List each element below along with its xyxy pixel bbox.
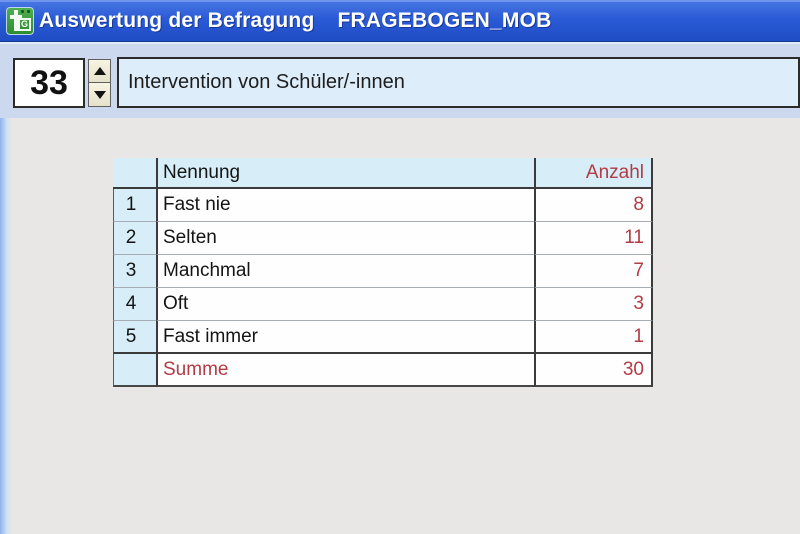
question-number-input[interactable] [13, 58, 85, 108]
anzahl-cell: 8 [534, 189, 653, 222]
anzahl-cell: 7 [534, 255, 653, 288]
cross-icon [10, 15, 22, 19]
row-number-cell: 1 [113, 189, 156, 222]
spinner-up-button[interactable] [88, 59, 111, 83]
window-subtitle: FRAGEBOGEN_MOB [337, 9, 552, 32]
g-letter-icon: G [18, 18, 31, 31]
window-titlebar[interactable]: G Auswertung der Befragung FRAGEBOGEN_MO… [0, 0, 800, 42]
spinner-down-button[interactable] [88, 83, 111, 107]
summary-total-cell: 30 [534, 354, 653, 387]
anzahl-cell: 11 [534, 222, 653, 255]
left-edge-decoration [0, 118, 12, 534]
arrow-down-icon [93, 90, 106, 99]
window-title: Auswertung der Befragung [39, 9, 315, 32]
results-table: Nennung Anzahl 1 Fast nie 8 2 Selten 11 … [113, 158, 653, 387]
nennung-cell: Fast immer [156, 321, 534, 354]
nennung-cell: Fast nie [156, 189, 534, 222]
nennung-cell: Oft [156, 288, 534, 321]
row-number-cell: 3 [113, 255, 156, 288]
col-header-anzahl: Anzahl [534, 158, 653, 189]
arrow-up-icon [93, 67, 106, 75]
anzahl-cell: 3 [534, 288, 653, 321]
row-number-cell: 2 [113, 222, 156, 255]
question-text-input[interactable] [117, 57, 800, 108]
nennung-cell: Selten [156, 222, 534, 255]
cross-icon [14, 10, 18, 31]
icon-dot [27, 10, 30, 13]
nennung-cell: Manchmal [156, 255, 534, 288]
icon-dot [21, 10, 24, 13]
col-header-nennung: Nennung [156, 158, 534, 189]
row-number-header-cell [113, 158, 156, 189]
question-number-spinner [88, 59, 111, 107]
anzahl-cell: 1 [534, 321, 653, 354]
row-number-cell: 4 [113, 288, 156, 321]
grafstat-app-icon[interactable]: G [6, 7, 34, 35]
summary-number-cell [113, 354, 156, 387]
row-number-cell: 5 [113, 321, 156, 354]
summary-label-cell: Summe [156, 354, 534, 387]
